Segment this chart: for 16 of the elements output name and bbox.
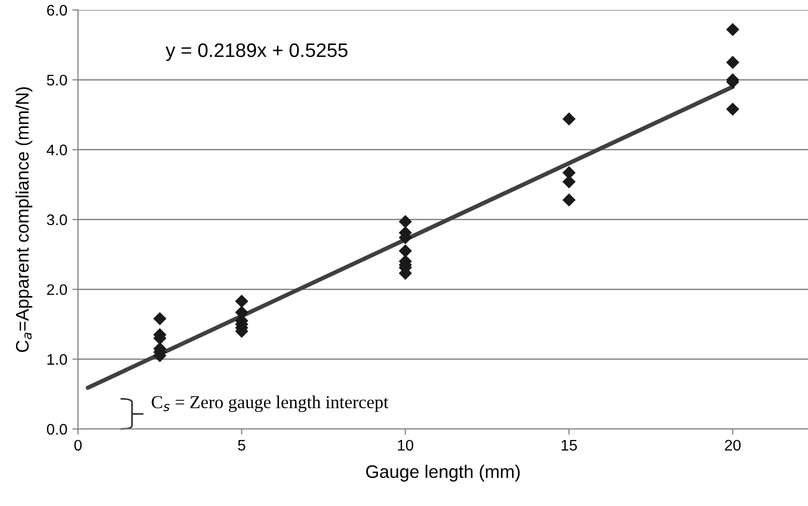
y-tick-label: 4.0 [46, 144, 67, 156]
x-tick-label: 0 [74, 440, 82, 451]
y-tick-label: 3.0 [46, 214, 67, 226]
x-tick-label: 20 [724, 440, 741, 451]
y-tick-label: 5.0 [46, 74, 67, 86]
y-axis-title: C$_{a}$=Apparent compliance (mm/N) [15, 87, 32, 352]
annotation: y = 0.2189x + 0.5255 [166, 43, 348, 61]
y-tick-label: 6.0 [47, 4, 67, 16]
x-tick-label: 10 [398, 440, 414, 451]
y-tick-label: 0.0 [46, 424, 67, 435]
x-axis-title: Gauge length (mm) [366, 464, 520, 482]
y-tick-label: 2.0 [47, 284, 67, 296]
y-tick-label: 1.0 [48, 354, 67, 365]
x-tick-label: 15 [562, 440, 577, 451]
annotation: C$_{s}$ = Zero gauge length intercept [152, 396, 388, 412]
x-tick-label: 5 [238, 440, 246, 451]
